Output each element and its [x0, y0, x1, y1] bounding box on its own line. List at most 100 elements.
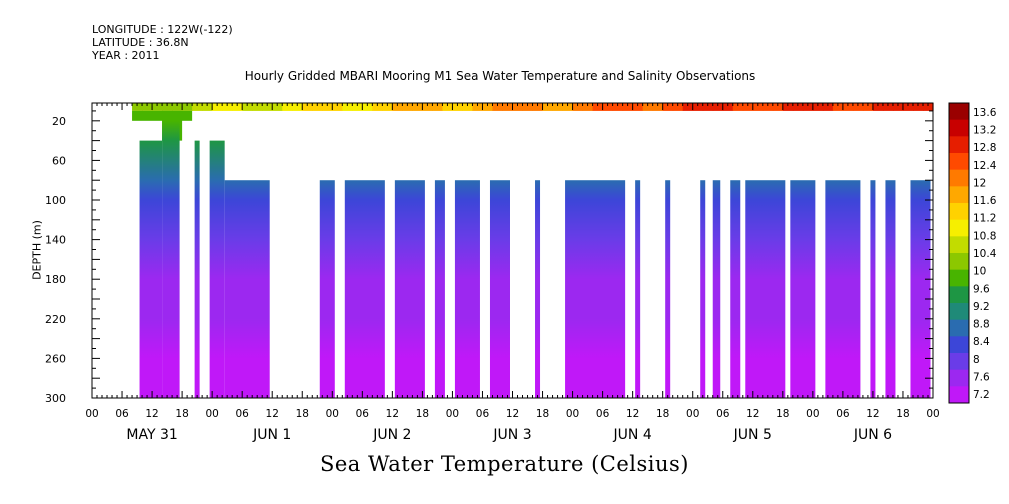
axes: 20 60 100 140 180 220 260 300 00 06 12 18 00 06 12 18 00…	[45, 102, 940, 443]
colorbar-label: 11.6	[973, 195, 997, 207]
surface-cell	[212, 103, 223, 111]
surface-cell	[482, 103, 494, 111]
y-tick-label: 260	[45, 352, 66, 365]
surface-cell	[232, 103, 243, 111]
x-hour-label: 12	[626, 408, 639, 420]
surface-cell	[602, 103, 614, 111]
profile-segment	[910, 180, 931, 398]
profile-segment	[162, 120, 180, 399]
surface-cell	[422, 103, 434, 111]
y-tick-label: 220	[45, 313, 66, 326]
chart-title: Hourly Gridded MBARI Mooring M1 Sea Wate…	[244, 69, 756, 83]
x-hour-label: 12	[746, 408, 759, 420]
surface-cell	[292, 103, 303, 111]
colorbar-cell	[949, 236, 969, 254]
year-label: YEAR : 2011	[92, 49, 160, 62]
surface-cell	[862, 103, 874, 111]
x-hour-label: 06	[356, 408, 370, 420]
x-hour-label: 06	[115, 408, 129, 420]
profile-segment	[745, 180, 786, 398]
colorbar-label: 7.2	[973, 389, 990, 401]
surface-cell	[542, 103, 554, 111]
colorbar-cell	[949, 203, 969, 221]
x-day-label: JUN 6	[853, 427, 892, 443]
profile-segment	[665, 180, 671, 398]
x-day-label: JUN 4	[613, 427, 652, 443]
x-hour-label: 06	[596, 408, 610, 420]
profile-segment	[139, 140, 163, 399]
surface-cell	[572, 103, 584, 111]
profile-segment	[489, 180, 510, 398]
surface-cell	[902, 103, 914, 111]
x-hour-label: 00	[326, 408, 339, 420]
surface-cell	[332, 103, 343, 111]
surface-cell	[552, 103, 564, 111]
surface-cell	[692, 103, 704, 111]
x-hour-label: 00	[566, 408, 579, 420]
colorbar-label: 10	[973, 266, 986, 278]
surface-cell	[802, 103, 814, 111]
profile-segment	[790, 180, 816, 398]
profile-segment	[870, 180, 876, 398]
profile-segment	[635, 180, 641, 398]
surface-cell	[642, 103, 654, 111]
colorbar-label: 12	[973, 177, 986, 189]
x-hour-label: 18	[656, 408, 669, 420]
surface-cell	[262, 103, 273, 111]
profile-segment	[712, 180, 721, 398]
colorbar-cell	[949, 369, 969, 387]
surface-cell	[662, 103, 674, 111]
surface-cell	[312, 103, 323, 111]
plot-area	[132, 103, 934, 399]
surface-cell	[792, 103, 804, 111]
profile-segment	[730, 180, 741, 398]
x-hour-label: 18	[776, 408, 789, 420]
x-hour-label: 06	[476, 408, 490, 420]
surface-cell	[512, 103, 524, 111]
profile-segment	[224, 180, 270, 398]
x-hour-label: 06	[716, 408, 730, 420]
surface-cell	[622, 103, 634, 111]
surface-cell	[132, 103, 143, 111]
surface-cell	[822, 103, 834, 111]
surface-cell	[722, 103, 734, 111]
surface-cell	[582, 103, 594, 111]
surface-cell	[752, 103, 764, 111]
surface-cell	[652, 103, 664, 111]
colorbar-cell	[949, 336, 969, 354]
surface-cell	[282, 103, 293, 111]
colorbar-variable-label: Sea Water Temperature (Celsius)	[319, 452, 689, 476]
x-day-label: JUN 5	[733, 427, 772, 443]
x-hour-label: 00	[686, 408, 699, 420]
surface-cell	[322, 103, 333, 111]
colorbar-label: 9.2	[973, 301, 990, 313]
profile-segment	[565, 180, 626, 398]
x-day-label: MAY 31	[126, 427, 177, 443]
longitude-label: LONGITUDE : 122W(-122)	[92, 23, 233, 36]
x-day-label: JUN 2	[372, 427, 411, 443]
x-hour-label: 06	[235, 408, 249, 420]
surface-cell	[162, 103, 173, 111]
profile-segment	[319, 180, 335, 398]
latitude-label: LATITUDE : 36.8N	[92, 36, 189, 49]
x-hour-label: 12	[386, 408, 399, 420]
x-hour-label: 18	[296, 408, 309, 420]
colorbar-cell	[949, 253, 969, 271]
y-tick-label: 300	[45, 392, 66, 405]
x-hour-label: 00	[205, 408, 218, 420]
x-hour-label: 18	[536, 408, 549, 420]
surface-cell	[492, 103, 504, 111]
x-hour-label: 18	[896, 408, 909, 420]
surface-cell	[612, 103, 624, 111]
x-day-label: JUN 1	[252, 427, 291, 443]
colorbar-label: 7.6	[973, 372, 990, 384]
colorbar-label: 13.6	[973, 107, 997, 119]
x-day-label: JUN 3	[492, 427, 531, 443]
surface-cell	[772, 103, 784, 111]
profile-segment	[535, 180, 541, 398]
colorbar-label: 12.8	[973, 142, 996, 154]
surface-cell	[632, 103, 644, 111]
profile-segment	[344, 180, 385, 398]
surface-cell	[172, 103, 183, 111]
profile-segment	[194, 140, 200, 399]
